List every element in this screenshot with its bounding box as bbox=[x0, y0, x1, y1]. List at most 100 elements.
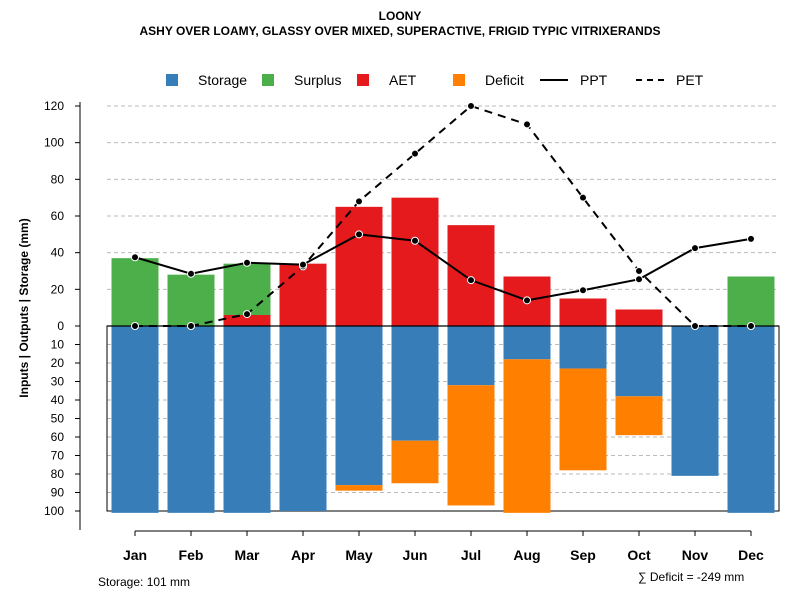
legend: Storage Surplus AET Deficit PPT PET bbox=[0, 70, 800, 90]
x-tick-label: Nov bbox=[682, 547, 709, 563]
deficit-total-text: ∑ Deficit = -249 mm bbox=[638, 570, 745, 584]
deficit-bar bbox=[615, 396, 663, 436]
storage-bar bbox=[391, 326, 439, 441]
ppt-point bbox=[691, 244, 699, 253]
y-tick-label: 0 bbox=[57, 319, 64, 333]
chart-title: LOONY bbox=[378, 9, 422, 23]
storage-bar bbox=[111, 326, 159, 513]
x-tick-label: Feb bbox=[179, 547, 204, 563]
storage-bar bbox=[503, 326, 551, 360]
ppt-point bbox=[243, 258, 251, 267]
legend-label-pet: PET bbox=[676, 72, 704, 88]
y-tick-label: 120 bbox=[44, 99, 64, 113]
legend-swatch-surplus bbox=[262, 74, 274, 86]
legend-swatch-aet bbox=[357, 74, 369, 86]
storage-bar bbox=[167, 326, 215, 513]
y-tick-label: 100 bbox=[44, 504, 64, 518]
x-tick-label: May bbox=[345, 547, 372, 563]
legend-label-deficit: Deficit bbox=[485, 72, 524, 88]
y-tick-label: 50 bbox=[51, 412, 65, 426]
x-tick-label: Jan bbox=[123, 547, 147, 563]
pet-point bbox=[467, 102, 475, 110]
chart-subtitle: ASHY OVER LOAMY, GLASSY OVER MIXED, SUPE… bbox=[139, 24, 661, 38]
x-tick-label: Jul bbox=[461, 547, 481, 563]
surplus-bar bbox=[167, 274, 215, 326]
ppt-point bbox=[467, 276, 475, 285]
pet-point bbox=[635, 267, 643, 275]
storage-bar bbox=[223, 326, 271, 513]
deficit-bar bbox=[559, 368, 607, 471]
surplus-bar bbox=[111, 258, 159, 326]
x-tick-label: Sep bbox=[570, 547, 596, 563]
aet-bar bbox=[615, 309, 663, 326]
legend-line-pet bbox=[636, 79, 664, 81]
storage-bar bbox=[559, 326, 607, 369]
deficit-bar bbox=[503, 359, 551, 513]
y-tick-label: 40 bbox=[51, 393, 65, 407]
x-tick-label: Aug bbox=[513, 547, 540, 563]
legend-swatch-storage bbox=[166, 74, 178, 86]
deficit-bar bbox=[391, 440, 439, 484]
storage-bar bbox=[335, 326, 383, 486]
y-tick-label: 80 bbox=[51, 467, 65, 481]
y-tick-label: 60 bbox=[51, 209, 65, 223]
y-tick-label: 40 bbox=[51, 246, 65, 260]
aet-bar bbox=[559, 298, 607, 326]
ppt-point bbox=[579, 286, 587, 295]
ppt-point bbox=[747, 234, 755, 243]
pet-point bbox=[523, 120, 531, 129]
pet-point bbox=[747, 322, 755, 330]
y-tick-label: 10 bbox=[51, 338, 65, 352]
aet-bar bbox=[223, 315, 271, 326]
pet-point bbox=[579, 193, 587, 202]
ppt-line bbox=[134, 233, 752, 302]
y-tick-label: 30 bbox=[51, 375, 65, 389]
legend-label-ppt: PPT bbox=[580, 72, 608, 88]
y-tick-label: 70 bbox=[51, 449, 65, 463]
ppt-point bbox=[131, 253, 139, 262]
surplus-bar bbox=[223, 263, 271, 315]
y-tick-label: 60 bbox=[51, 430, 65, 444]
aet-bar bbox=[335, 206, 383, 326]
legend-swatch-deficit bbox=[453, 74, 465, 86]
ppt-point bbox=[635, 275, 643, 284]
ppt-point bbox=[411, 236, 419, 245]
x-tick-label: Mar bbox=[235, 547, 260, 563]
storage-bar bbox=[727, 326, 775, 513]
ppt-point bbox=[355, 230, 363, 239]
ppt-point bbox=[523, 296, 531, 305]
y-tick-label: 90 bbox=[51, 486, 65, 500]
deficit-bar bbox=[335, 485, 383, 491]
pet-point bbox=[355, 197, 363, 206]
aet-bar bbox=[447, 225, 495, 326]
surplus-bar bbox=[727, 276, 775, 326]
storage-bar bbox=[447, 326, 495, 386]
storage-bar bbox=[671, 326, 719, 476]
ppt-point bbox=[187, 269, 195, 278]
deficit-bar bbox=[447, 385, 495, 506]
pet-line bbox=[135, 104, 751, 327]
aet-bar bbox=[391, 197, 439, 326]
y-axis-label: Inputs | Outputs | Storage (mm) bbox=[17, 218, 31, 397]
ppt-point bbox=[299, 260, 307, 269]
pet-point bbox=[411, 149, 419, 158]
pet-point bbox=[243, 310, 251, 319]
legend-label-aet: AET bbox=[389, 72, 417, 88]
aet-bar bbox=[279, 263, 327, 326]
legend-label-storage: Storage bbox=[198, 72, 248, 88]
legend-label-surplus: Surplus bbox=[294, 72, 342, 88]
storage-total-text: Storage: 101 mm bbox=[98, 575, 191, 589]
y-tick-label: 100 bbox=[44, 136, 64, 150]
pet-point bbox=[131, 322, 139, 330]
y-tick-label: 20 bbox=[51, 356, 65, 370]
x-tick-label: Dec bbox=[738, 547, 764, 563]
x-tick-label: Oct bbox=[627, 547, 651, 563]
y-tick-label: 20 bbox=[51, 282, 65, 296]
x-tick-label: Jun bbox=[403, 547, 428, 563]
storage-bar bbox=[615, 326, 663, 397]
storage-bar bbox=[279, 326, 327, 511]
pet-point bbox=[187, 322, 195, 330]
pet-point bbox=[691, 322, 699, 330]
y-tick-label: 80 bbox=[51, 172, 65, 186]
